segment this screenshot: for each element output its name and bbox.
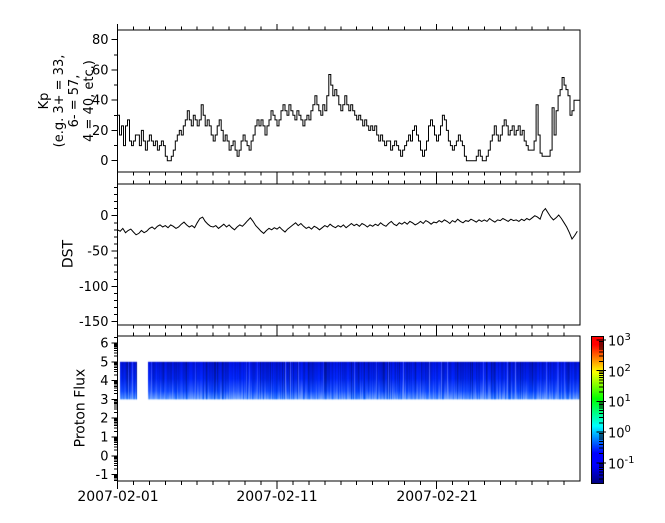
kp-axis-label: Kp (e.g. 3+ = 33, 6- = 57, 4 = 40, etc.) <box>37 54 97 148</box>
kp-ytick-label: 0 <box>100 154 108 169</box>
colorbar-tick-label: 100 <box>608 424 631 442</box>
pro-panel-border <box>117 335 581 482</box>
x-tick-label-feb21: 2007-02-21 <box>396 489 478 505</box>
dst-ytick-label: 0 <box>100 209 108 224</box>
colorbar-tick-label: 10-1 <box>608 454 635 473</box>
dst-axis-label: DST <box>60 239 77 269</box>
colorbar <box>591 336 604 484</box>
kp-step-curve <box>117 74 580 162</box>
proton-flux-heatmap <box>118 336 580 481</box>
proton-ytick-label: 1 <box>100 431 108 446</box>
proton-ytick-label: 6 <box>100 337 108 352</box>
proton-ytick-label: 5 <box>100 355 108 370</box>
dst-ytick-label: -50 <box>87 245 108 260</box>
colorbar-tick-label: 102 <box>608 362 631 381</box>
kp-ytick-label: 20 <box>92 124 109 139</box>
proton-ytick-label: 4 <box>100 374 108 389</box>
colorbar-tick-label: 103 <box>608 332 631 350</box>
dst-ytick-label: -150 <box>79 315 109 330</box>
proton-ytick-label: 2 <box>100 412 108 427</box>
colorbar-gradient <box>592 337 603 483</box>
kp-ytick-label: 80 <box>92 33 109 48</box>
kp-ytick-label: 40 <box>92 94 109 109</box>
proton-ytick-label: 3 <box>100 393 108 408</box>
kp-ytick-label: 60 <box>92 63 109 78</box>
dst-panel-border <box>117 183 581 326</box>
proton-flux-axis-label: Proton Flux <box>72 368 89 448</box>
kp-panel-border <box>117 29 581 173</box>
proton-ytick-label: 0 <box>100 449 108 464</box>
x-tick-label-feb11: 2007-02-11 <box>236 489 318 505</box>
colorbar-tick-label: 101 <box>608 393 631 411</box>
proton-ytick-label: -1 <box>96 468 109 483</box>
x-tick-label-feb01: 2007-02-01 <box>77 489 159 505</box>
dst-curve <box>117 207 578 240</box>
dst-ytick-label: -100 <box>79 280 109 295</box>
axis-ticks <box>111 24 606 489</box>
